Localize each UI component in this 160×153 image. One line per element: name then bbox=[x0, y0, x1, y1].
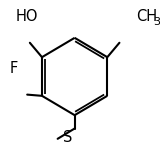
Text: S: S bbox=[63, 130, 73, 145]
Text: CH: CH bbox=[136, 9, 157, 24]
Text: HO: HO bbox=[16, 9, 38, 24]
Text: 3: 3 bbox=[153, 17, 160, 27]
Text: F: F bbox=[10, 61, 18, 76]
